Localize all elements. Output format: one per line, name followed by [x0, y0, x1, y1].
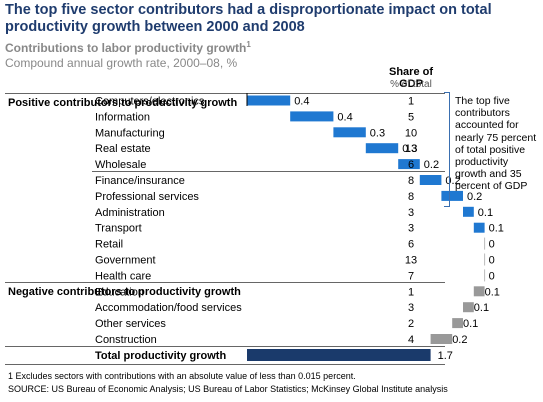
bar [452, 318, 463, 329]
footnote-marker: 1 [246, 40, 251, 49]
value-label: 0 [489, 255, 495, 267]
category-label: Accommodation/food services [95, 302, 242, 314]
share-of-gdp-value: 6 [408, 159, 414, 171]
category-label: Manufacturing [95, 127, 165, 139]
bar [463, 206, 474, 217]
value-label: 0 [489, 270, 495, 282]
category-label: Construction [95, 334, 157, 346]
category-label: Government [95, 255, 156, 267]
category-label: Computers/electronics [95, 96, 205, 108]
value-label: 0.2 [424, 159, 439, 171]
value-label: 0.1 [474, 302, 489, 314]
share-of-gdp-value: 6 [408, 239, 414, 251]
category-label: Transport [95, 223, 142, 235]
total-divider [5, 346, 445, 347]
value-label: 0.4 [337, 111, 352, 123]
value-label: 0.1 [485, 286, 500, 298]
category-label: Health care [95, 270, 151, 282]
share-of-gdp-header: Share of GDP [388, 66, 433, 90]
subtitle-text: Contributions to labor productivity grow… [5, 41, 247, 55]
bar [441, 190, 463, 201]
value-label: 0.1 [489, 223, 504, 235]
chart-subtitle: Contributions to labor productivity grow… [5, 40, 251, 55]
bar [473, 222, 485, 233]
bar [398, 159, 420, 170]
bar [473, 286, 485, 297]
category-label: Information [95, 111, 150, 123]
bar [419, 175, 442, 185]
value-label: 0.3 [370, 127, 385, 139]
category-label: Administration [95, 207, 165, 219]
negative-divider [5, 282, 445, 283]
bar [290, 111, 334, 122]
category-label: Retail [95, 239, 123, 251]
category-label: Real estate [95, 143, 151, 155]
category-label: Other services [95, 318, 166, 330]
footnote: 1 Excludes sectors with contributions wi… [8, 371, 356, 381]
source-note: SOURCE: US Bureau of Economic Analysis; … [8, 384, 448, 394]
category-label: Professional services [95, 191, 199, 203]
group-label-positive: Positive contributors to productivity gr… [8, 97, 238, 109]
value-label: 0.2 [452, 334, 467, 346]
bar [247, 95, 291, 106]
share-of-gdp-value: 3 [408, 223, 414, 235]
share-of-gdp-value: 13 [405, 143, 417, 155]
share-of-gdp-value: 10 [405, 127, 417, 139]
value-label: 0 [489, 239, 495, 251]
annotation-note: The top five contributors accounted for … [455, 95, 537, 193]
bar-total [247, 349, 431, 361]
top-divider [5, 93, 445, 94]
value-label: 0.2 [467, 191, 482, 203]
annotation-bracket [444, 92, 450, 207]
share-of-gdp-value: 8 [408, 175, 414, 187]
bar [463, 302, 474, 313]
share-of-gdp-value: 4 [408, 334, 414, 346]
share-of-gdp-value: 13 [405, 255, 417, 267]
share-of-gdp-value: 5 [408, 111, 414, 123]
group-label-negative: Negative contributors to productivity gr… [8, 286, 241, 298]
value-label: 1.7 [438, 350, 453, 362]
units-label: Compound annual growth rate, 2000–08, % [5, 56, 238, 70]
category-label: Education [95, 286, 144, 298]
category-label: Finance/insurance [95, 175, 185, 187]
value-label: 0.1 [478, 207, 493, 219]
bar [365, 143, 399, 154]
share-of-gdp-value: 3 [408, 207, 414, 219]
value-label: 0.1 [463, 318, 478, 330]
bottom-divider [5, 364, 445, 365]
share-of-gdp-value: 8 [408, 191, 414, 203]
chart-title: The top five sector contributors had a d… [5, 2, 492, 35]
share-of-gdp-value: 3 [408, 302, 414, 314]
value-label: 0.4 [294, 96, 309, 108]
bar [333, 127, 366, 138]
share-of-gdp-subheader: % of total [390, 79, 432, 90]
top-five-divider [92, 171, 445, 172]
category-label: Wholesale [95, 159, 146, 171]
share-of-gdp-value: 2 [408, 318, 414, 330]
bar [430, 334, 453, 344]
value-label: 0.3 [402, 143, 417, 155]
share-of-gdp-value: 1 [408, 286, 414, 298]
share-of-gdp-value: 7 [408, 270, 414, 282]
share-of-gdp-value: 1 [408, 96, 414, 108]
category-label: Total productivity growth [95, 350, 226, 362]
